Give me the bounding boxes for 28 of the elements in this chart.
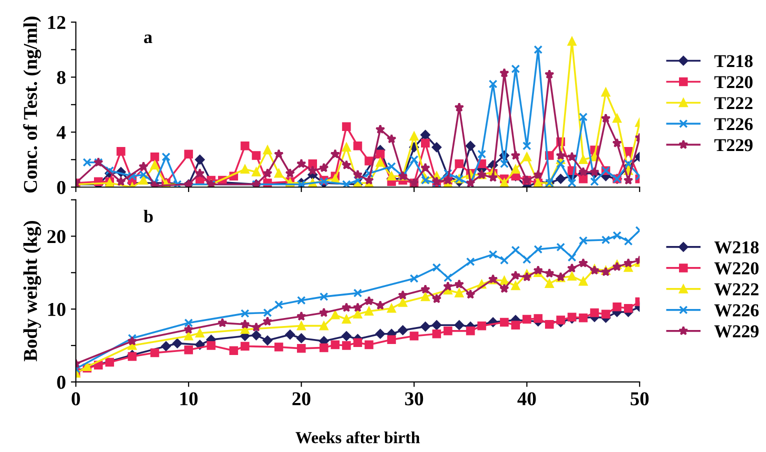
y-axis-title: Body weight (kg) [23, 220, 42, 362]
y-tick-label: 20 [47, 230, 66, 244]
y-tick-label: 12 [48, 16, 66, 29]
x-axis-title: Weeks after birth [296, 431, 420, 444]
legend-label: W218 [714, 241, 759, 254]
legend-label: W222 [714, 283, 758, 296]
legend-label: T229 [714, 139, 753, 152]
x-tick-label: 50 [630, 392, 649, 406]
y-tick-label: 0 [57, 180, 66, 194]
legend-label: W220 [714, 262, 759, 275]
legend-label: W226 [714, 304, 759, 317]
x-tick-label: 30 [405, 392, 424, 406]
x-tick-label: 10 [180, 392, 198, 406]
y-tick-label: 10 [48, 302, 66, 316]
y-tick-label: 0 [57, 376, 66, 389]
y-tick-label: 8 [57, 70, 66, 84]
legend-label: W229 [714, 325, 759, 338]
legend-label: T222 [714, 97, 752, 110]
legend-label: T226 [714, 118, 753, 130]
legend-label: T220 [714, 76, 753, 88]
x-tick-label: 0 [72, 392, 80, 406]
annotation: b [144, 210, 153, 223]
x-tick-label: 20 [292, 392, 310, 406]
y-axis-title: Conc. of Test. (ng/ml) [23, 16, 42, 193]
x-tick-label: 40 [517, 392, 536, 406]
legend-label: T218 [714, 55, 753, 68]
y-tick-label: 4 [56, 126, 66, 139]
annotation: a [144, 34, 152, 44]
